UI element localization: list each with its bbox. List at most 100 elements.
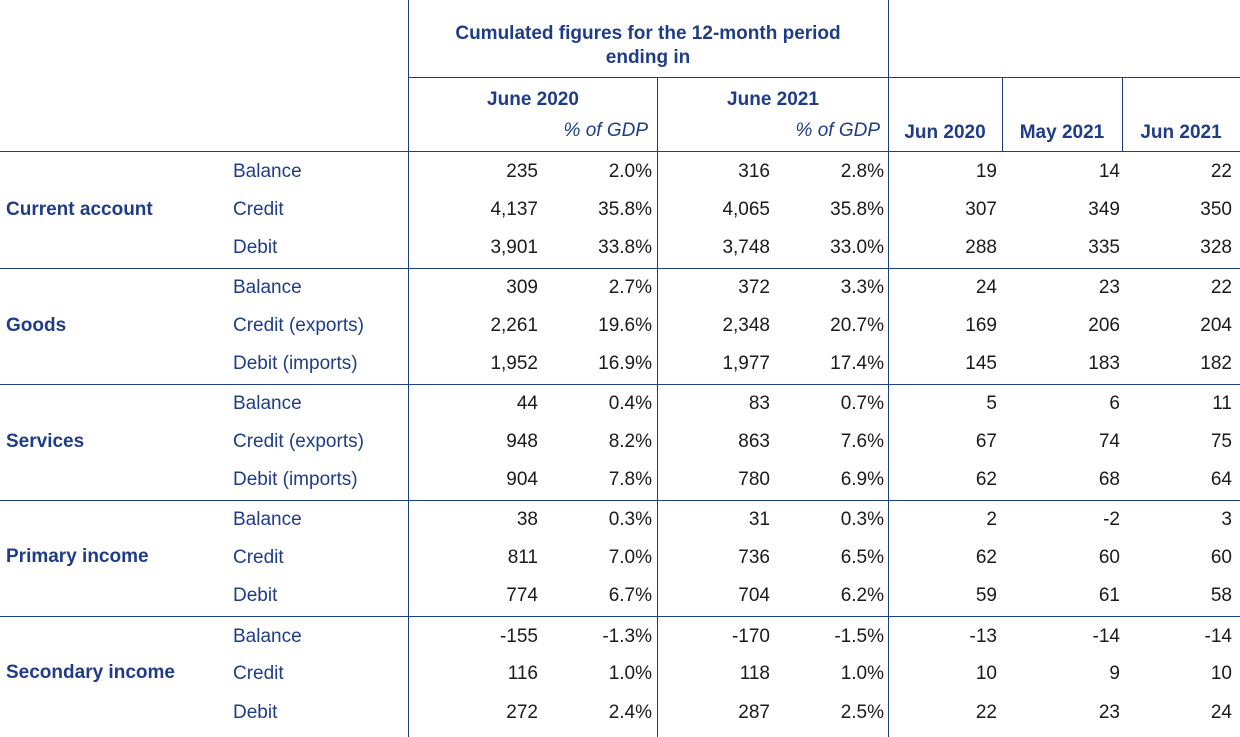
month-header-may-2021: May 2021 — [1019, 122, 1105, 143]
value-june-2021: 704 — [738, 585, 770, 606]
value-june-2020: 811 — [507, 547, 538, 568]
value-june-2020: 1,952 — [490, 353, 538, 374]
value-june-2021: 316 — [738, 161, 770, 182]
row-label: Debit — [233, 585, 278, 606]
month-jun-2020: 145 — [965, 353, 997, 374]
month-jun-2021: 328 — [1200, 237, 1232, 258]
period-june-2020: June 2020 — [487, 89, 579, 110]
value-june-2020: 774 — [506, 585, 538, 606]
month-jun-2020: 5 — [986, 393, 997, 414]
group-separator-4 — [0, 616, 1240, 617]
month-may-2021: 349 — [1088, 199, 1120, 220]
pct-june-2021: 33.0% — [830, 237, 884, 258]
month-jun-2021: 350 — [1200, 199, 1232, 220]
month-jun-2020: 24 — [975, 277, 997, 298]
value-june-2020: 272 — [506, 702, 538, 723]
column-divider-2 — [657, 78, 658, 737]
group-services: Services Balance 44 0.4% 83 0.7% 5 6 11 … — [0, 385, 1240, 500]
month-jun-2021: 64 — [1210, 469, 1232, 490]
pct-june-2020: 2.7% — [608, 277, 652, 298]
group-goods: Goods Balance 309 2.7% 372 3.3% 24 23 22… — [0, 269, 1240, 384]
month-jun-2021: -14 — [1204, 626, 1232, 647]
month-jun-2020: 59 — [975, 585, 997, 606]
group-separator-1 — [0, 268, 1240, 269]
value-june-2020: 235 — [506, 161, 538, 182]
value-june-2021: 2,348 — [722, 315, 770, 336]
value-june-2021: 4,065 — [722, 199, 770, 220]
pct-june-2021: 7.6% — [840, 431, 884, 452]
month-jun-2021: 3 — [1221, 509, 1232, 530]
pct-june-2020: 1.0% — [608, 663, 652, 684]
month-may-2021: -2 — [1103, 509, 1120, 530]
month-may-2021: 23 — [1098, 702, 1120, 723]
month-may-2021: 183 — [1088, 353, 1120, 374]
pct-june-2021: 35.8% — [830, 199, 884, 220]
table-row: Debit 774 6.7% 704 6.2% 59 61 58 — [0, 577, 1240, 615]
month-may-2021: 14 — [1098, 161, 1120, 182]
pct-june-2020: 2.0% — [608, 161, 652, 182]
group-secondary-income: Secondary income Balance -155 -1.3% -170… — [0, 618, 1240, 737]
value-june-2020: 44 — [516, 393, 538, 414]
month-jun-2020: 62 — [975, 547, 997, 568]
pct-june-2021: 2.5% — [840, 702, 884, 723]
row-label: Credit (exports) — [233, 315, 364, 336]
header-rule-bottom — [0, 151, 1240, 152]
month-jun-2021: 24 — [1210, 702, 1232, 723]
month-may-2021: 6 — [1109, 393, 1120, 414]
row-label: Balance — [233, 509, 302, 530]
row-label: Credit — [233, 199, 284, 220]
month-jun-2021: 60 — [1210, 547, 1232, 568]
pct-june-2021: -1.5% — [834, 626, 884, 647]
table-row: Credit (exports) 2,261 19.6% 2,348 20.7%… — [0, 307, 1240, 345]
group-primary-income: Primary income Balance 38 0.3% 31 0.3% 2… — [0, 501, 1240, 616]
value-june-2020: -155 — [499, 626, 538, 647]
month-jun-2020: -13 — [969, 626, 997, 647]
header-rule-top — [408, 77, 1240, 78]
cumulated-title-line2: ending in — [605, 47, 691, 68]
pct-june-2020: 7.8% — [608, 469, 652, 490]
month-header-jun-2020: Jun 2020 — [904, 122, 986, 143]
row-label: Debit (imports) — [233, 469, 358, 490]
month-may-2021: 60 — [1098, 547, 1120, 568]
group-current-account: Current account Balance 235 2.0% 316 2.8… — [0, 152, 1240, 268]
group-separator-3 — [0, 500, 1240, 501]
row-label: Credit — [233, 547, 284, 568]
month-jun-2021: 182 — [1200, 353, 1232, 374]
value-june-2021: 83 — [748, 393, 770, 414]
month-jun-2021: 22 — [1210, 161, 1232, 182]
value-june-2021: 118 — [739, 663, 770, 684]
table-row: Balance 235 2.0% 316 2.8% 19 14 22 — [0, 153, 1240, 191]
month-jun-2020: 62 — [975, 469, 997, 490]
pct-june-2021: 0.3% — [840, 509, 884, 530]
value-june-2020: 38 — [516, 509, 538, 530]
value-june-2021: 287 — [738, 702, 770, 723]
month-jun-2020: 169 — [965, 315, 997, 336]
pct-june-2020: 0.3% — [608, 509, 652, 530]
column-divider-3 — [888, 0, 889, 737]
month-jun-2020: 22 — [975, 702, 997, 723]
month-may-2021: 206 — [1088, 315, 1120, 336]
group-name: Secondary income — [6, 662, 175, 683]
row-label: Balance — [233, 393, 302, 414]
group-separator-2 — [0, 384, 1240, 385]
pct-june-2020: 35.8% — [598, 199, 652, 220]
pct-june-2020: 16.9% — [598, 353, 652, 374]
table-row: Balance 38 0.3% 31 0.3% 2 -2 3 — [0, 501, 1240, 539]
value-june-2020: 116 — [507, 663, 538, 684]
pct-gdp-label-1: % of GDP — [563, 120, 648, 141]
value-june-2021: 31 — [748, 509, 770, 530]
month-may-2021: 9 — [1109, 663, 1120, 684]
value-june-2021: 3,748 — [722, 237, 770, 258]
group-name: Goods — [6, 315, 67, 336]
value-june-2020: 2,261 — [490, 315, 538, 336]
month-jun-2020: 288 — [965, 237, 997, 258]
value-june-2021: 1,977 — [722, 353, 770, 374]
value-june-2020: 309 — [506, 277, 538, 298]
pct-june-2020: 0.4% — [608, 393, 652, 414]
column-divider-5 — [1122, 78, 1123, 152]
table-row: Credit 116 1.0% 118 1.0% 10 9 10 — [0, 655, 1240, 693]
value-june-2020: 948 — [506, 431, 538, 452]
group-name: Current account — [6, 199, 153, 220]
month-jun-2020: 307 — [965, 199, 997, 220]
value-june-2021: 780 — [738, 469, 770, 490]
